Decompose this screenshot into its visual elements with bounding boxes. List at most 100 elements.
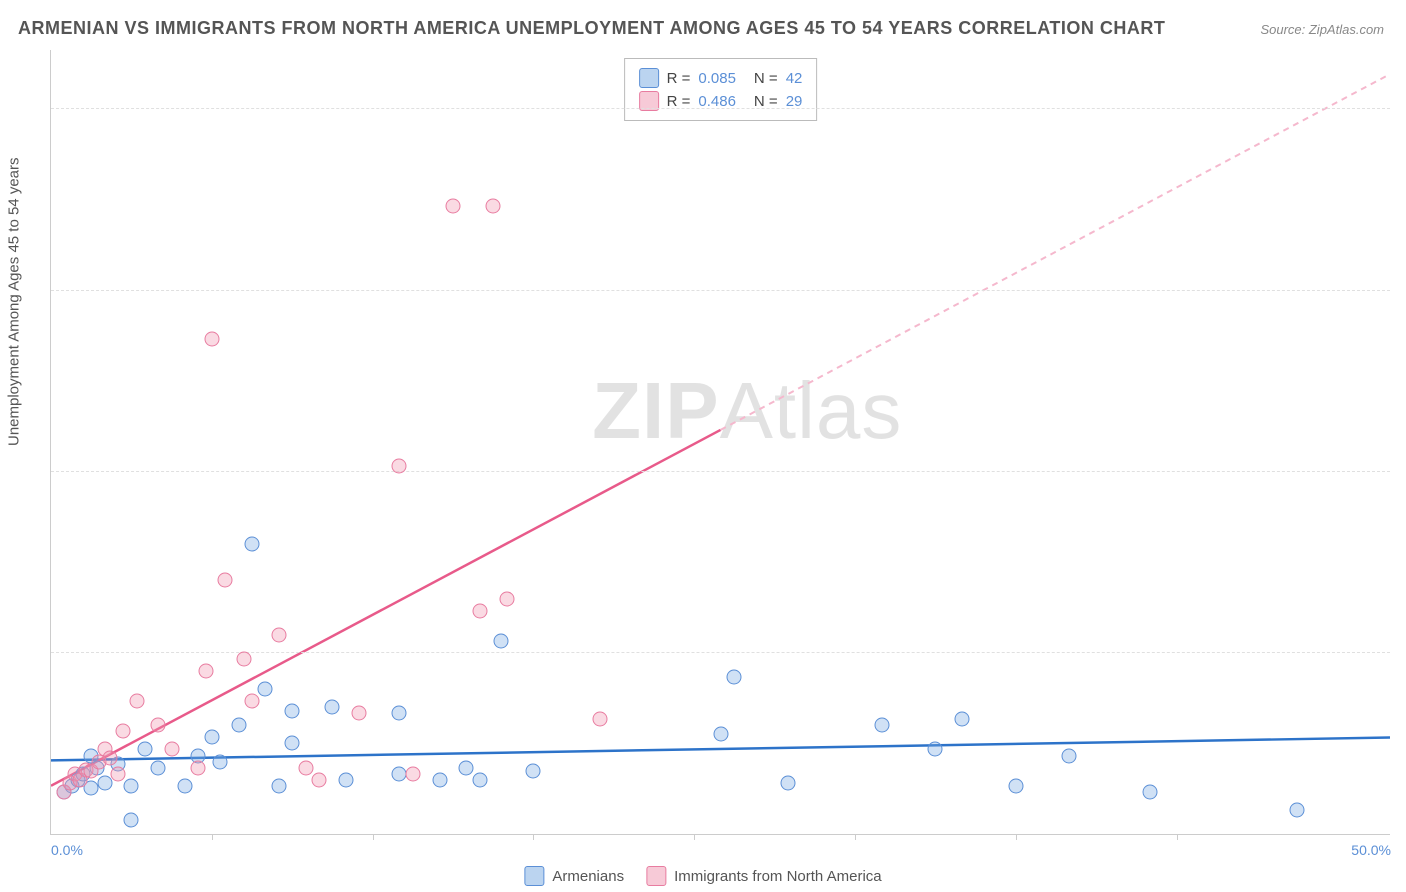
scatter-point <box>486 199 501 214</box>
scatter-point <box>338 772 353 787</box>
scatter-point <box>285 703 300 718</box>
r-label: R = <box>667 70 691 87</box>
scatter-point <box>459 760 474 775</box>
scatter-point <box>955 712 970 727</box>
scatter-point <box>218 573 233 588</box>
n-value-blue: 42 <box>786 70 803 87</box>
scatter-point <box>1008 778 1023 793</box>
legend-label-immigrants: Immigrants from North America <box>674 868 882 885</box>
scatter-point <box>472 603 487 618</box>
scatter-point <box>116 724 131 739</box>
scatter-point <box>151 718 166 733</box>
watermark-zip: ZIP <box>592 366 719 455</box>
scatter-point <box>258 682 273 697</box>
scatter-point <box>593 712 608 727</box>
source-credit: Source: ZipAtlas.com <box>1260 22 1384 37</box>
x-tick-mark <box>373 834 374 840</box>
scatter-point <box>298 760 313 775</box>
n-label: N = <box>754 93 778 110</box>
scatter-point <box>1062 748 1077 763</box>
trend-line <box>721 74 1391 430</box>
scatter-point <box>499 591 514 606</box>
watermark-text: ZIPAtlas <box>592 365 902 457</box>
scatter-point <box>191 760 206 775</box>
gridline <box>51 290 1390 291</box>
scatter-point <box>204 331 219 346</box>
scatter-point <box>271 778 286 793</box>
scatter-point <box>231 718 246 733</box>
scatter-point <box>111 766 126 781</box>
watermark-atlas: Atlas <box>720 366 903 455</box>
series-legend: Armenians Immigrants from North America <box>524 866 881 886</box>
scatter-point <box>1142 784 1157 799</box>
y-tick-label: 30.0% <box>1395 464 1406 480</box>
gridline <box>51 471 1390 472</box>
scatter-point <box>714 726 729 741</box>
scatter-point <box>392 706 407 721</box>
chart-plot-area: ZIPAtlas R = 0.085 N = 42 R = 0.486 N = … <box>50 50 1390 835</box>
scatter-point <box>1290 802 1305 817</box>
scatter-point <box>432 772 447 787</box>
gridline <box>51 108 1390 109</box>
scatter-point <box>124 778 139 793</box>
correlation-legend: R = 0.085 N = 42 R = 0.486 N = 29 <box>624 58 818 121</box>
legend-row-blue: R = 0.085 N = 42 <box>639 68 803 88</box>
scatter-point <box>164 742 179 757</box>
scatter-point <box>97 776 112 791</box>
scatter-point <box>102 750 117 765</box>
x-tick-mark <box>694 834 695 840</box>
scatter-point <box>137 742 152 757</box>
scatter-point <box>285 736 300 751</box>
y-tick-label: 15.0% <box>1395 645 1406 661</box>
scatter-point <box>129 694 144 709</box>
scatter-point <box>178 778 193 793</box>
scatter-point <box>212 754 227 769</box>
legend-item-immigrants: Immigrants from North America <box>646 866 882 886</box>
scatter-point <box>271 627 286 642</box>
scatter-point <box>199 663 214 678</box>
swatch-blue <box>639 68 659 88</box>
scatter-point <box>151 760 166 775</box>
scatter-point <box>494 633 509 648</box>
scatter-point <box>236 651 251 666</box>
legend-item-armenians: Armenians <box>524 866 624 886</box>
x-tick-label: 50.0% <box>1351 842 1391 858</box>
y-axis-label: Unemployment Among Ages 45 to 54 years <box>6 157 23 446</box>
scatter-point <box>124 812 139 827</box>
n-value-pink: 29 <box>786 93 803 110</box>
scatter-point <box>352 706 367 721</box>
x-tick-mark <box>1016 834 1017 840</box>
x-tick-mark <box>212 834 213 840</box>
scatter-point <box>727 670 742 685</box>
n-label: N = <box>754 70 778 87</box>
legend-label-armenians: Armenians <box>552 868 624 885</box>
y-tick-label: 45.0% <box>1395 283 1406 299</box>
x-tick-mark <box>1177 834 1178 840</box>
scatter-point <box>446 199 461 214</box>
swatch-blue <box>524 866 544 886</box>
chart-title: ARMENIAN VS IMMIGRANTS FROM NORTH AMERIC… <box>18 18 1165 39</box>
trend-line <box>51 430 721 786</box>
scatter-point <box>312 772 327 787</box>
scatter-point <box>245 537 260 552</box>
scatter-point <box>204 730 219 745</box>
scatter-point <box>392 458 407 473</box>
swatch-pink <box>646 866 666 886</box>
r-value-blue: 0.085 <box>698 70 736 87</box>
scatter-point <box>405 766 420 781</box>
x-tick-label: 0.0% <box>51 842 83 858</box>
scatter-point <box>781 776 796 791</box>
scatter-point <box>325 700 340 715</box>
trendlines-svg <box>51 50 1390 834</box>
r-label: R = <box>667 93 691 110</box>
gridline <box>51 652 1390 653</box>
scatter-point <box>874 718 889 733</box>
scatter-point <box>526 764 541 779</box>
scatter-point <box>472 772 487 787</box>
y-tick-label: 60.0% <box>1395 101 1406 117</box>
r-value-pink: 0.486 <box>698 93 736 110</box>
x-tick-mark <box>533 834 534 840</box>
x-tick-mark <box>855 834 856 840</box>
scatter-point <box>928 742 943 757</box>
scatter-point <box>245 694 260 709</box>
